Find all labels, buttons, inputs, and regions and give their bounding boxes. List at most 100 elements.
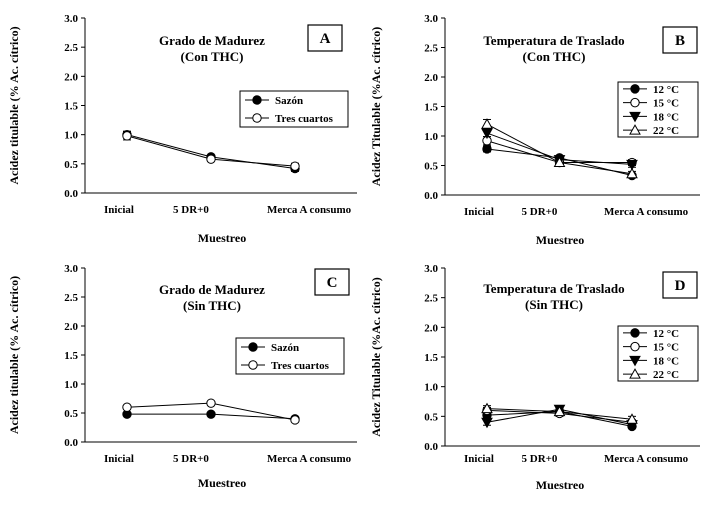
data-point bbox=[290, 161, 300, 171]
y-axis-label: Acidez Titulable (%Ac. cítrico) bbox=[369, 27, 383, 187]
legend-marker bbox=[630, 97, 640, 108]
data-point bbox=[206, 398, 216, 408]
x-category-label: Merca A consumo bbox=[604, 206, 689, 218]
legend-label: Tres cuartos bbox=[275, 113, 334, 125]
y-tick-label: 0.0 bbox=[64, 188, 78, 200]
y-tick-label: 0.5 bbox=[424, 161, 438, 173]
data-point bbox=[481, 417, 493, 429]
series-1 bbox=[122, 398, 300, 425]
series-0 bbox=[122, 409, 300, 424]
chart-subtitle: (Sin THC) bbox=[183, 298, 241, 313]
chart-subtitle: (Con THC) bbox=[181, 49, 244, 64]
y-tick-label: 1.5 bbox=[64, 350, 78, 362]
panel-label: B bbox=[675, 33, 685, 49]
series-0 bbox=[122, 129, 300, 174]
y-tick-label: 2.5 bbox=[64, 292, 78, 304]
data-point bbox=[290, 415, 300, 425]
chart-title: Grado de Madurez bbox=[159, 282, 265, 297]
y-tick-label: 1.5 bbox=[424, 102, 438, 114]
data-point bbox=[626, 413, 638, 424]
y-tick-label: 0.0 bbox=[64, 437, 78, 449]
legend-label: Sazón bbox=[275, 95, 303, 107]
data-point bbox=[553, 405, 566, 417]
y-tick-label: 2.0 bbox=[424, 72, 438, 84]
panel-label-box bbox=[314, 268, 350, 296]
y-tick-label: 2.0 bbox=[64, 321, 78, 333]
legend-label: 18 °C bbox=[653, 355, 679, 367]
y-tick-label: 0.5 bbox=[64, 159, 78, 171]
y-tick-label: 2.5 bbox=[424, 293, 438, 305]
x-axis-label: Muestreo bbox=[198, 231, 246, 245]
legend-marker bbox=[630, 341, 640, 352]
legend-marker bbox=[629, 124, 641, 135]
y-tick-label: 0.0 bbox=[424, 441, 438, 453]
legend: Sazón Tres cuartos bbox=[239, 90, 349, 128]
chart-subtitle: (Sin THC) bbox=[525, 297, 583, 312]
legend-marker bbox=[629, 355, 641, 367]
data-point bbox=[482, 144, 492, 154]
legend-label: Tres cuartos bbox=[271, 360, 330, 372]
y-tick-label: 1.5 bbox=[64, 101, 78, 113]
panel-d: 0.0 0.5 1.0 1.5 2.0 2.5 3.0 Inicial 5 DR+0 Merca … bbox=[369, 263, 700, 492]
y-tick-label: 2.0 bbox=[64, 71, 78, 83]
y-tick-label: 1.0 bbox=[64, 130, 78, 142]
y-tick-label: 1.0 bbox=[64, 379, 78, 391]
legend-label: 15 °C bbox=[653, 342, 679, 354]
panel-label: C bbox=[327, 275, 338, 291]
x-category-label: Inicial bbox=[104, 453, 134, 465]
data-point bbox=[553, 156, 566, 168]
x-category-label: Inicial bbox=[464, 453, 494, 465]
legend-label: Sazón bbox=[271, 342, 299, 354]
panel-label: D bbox=[675, 278, 686, 294]
legend-label: 22 °C bbox=[653, 369, 679, 381]
y-tick-label: 0.5 bbox=[424, 411, 438, 423]
data-point bbox=[626, 167, 638, 179]
data-point bbox=[206, 409, 216, 419]
panel-label-box bbox=[662, 271, 698, 299]
chart-title: Grado de Madurez bbox=[159, 33, 265, 48]
series-3 bbox=[481, 118, 638, 179]
chart-subtitle: (Con THC) bbox=[523, 49, 586, 64]
y-axis-label: Acidez titulable (% Ac. cítrico) bbox=[7, 26, 21, 184]
chart-title: Temperatura de Traslado bbox=[483, 33, 624, 48]
legend: 12 °C 15 °C18 °C 22 °C bbox=[617, 325, 699, 382]
legend-marker bbox=[630, 328, 640, 338]
legend: Sazón Tres cuartos bbox=[235, 337, 345, 375]
x-category-label: Merca A consumo bbox=[267, 453, 352, 465]
x-category-label: Merca A consumo bbox=[604, 453, 689, 465]
y-tick-label: 0.0 bbox=[424, 190, 438, 202]
y-tick-label: 2.0 bbox=[424, 322, 438, 334]
y-tick-label: 2.5 bbox=[424, 43, 438, 55]
data-point bbox=[626, 159, 638, 171]
y-tick-label: 0.5 bbox=[64, 408, 78, 420]
panel-c: 0.0 0.5 1.0 1.5 2.0 2.5 3.0 Inicial 5 DR+0 Merca … bbox=[7, 263, 357, 490]
panel-label: A bbox=[320, 31, 331, 47]
y-axis-label: Acidez titulable (% Ac. cítrico) bbox=[7, 276, 21, 434]
chart-title: Temperatura de Traslado bbox=[483, 281, 624, 296]
data-point bbox=[481, 118, 493, 129]
y-tick-label: 1.0 bbox=[424, 382, 438, 394]
panel-label-box bbox=[662, 26, 698, 54]
y-tick-label: 1.0 bbox=[424, 131, 438, 143]
data-point bbox=[122, 131, 132, 141]
legend-marker bbox=[630, 84, 640, 94]
legend-marker bbox=[252, 95, 262, 105]
panel-label-box bbox=[307, 24, 343, 52]
x-category-label: 5 DR+0 bbox=[173, 204, 209, 216]
x-axis-label: Muestreo bbox=[536, 478, 584, 492]
legend-label: 12 °C bbox=[653, 84, 679, 96]
panel-a: 0.0 0.5 1.0 1.5 2.0 2.5 3.0 Inicial 5 DR+0 Merca … bbox=[7, 13, 357, 245]
legend-marker bbox=[629, 111, 641, 123]
x-category-label: Inicial bbox=[464, 206, 494, 218]
data-point bbox=[206, 154, 216, 164]
legend-marker bbox=[248, 342, 258, 352]
y-tick-label: 3.0 bbox=[424, 263, 438, 275]
x-category-label: 5 DR+0 bbox=[522, 206, 558, 218]
y-tick-label: 3.0 bbox=[64, 13, 78, 25]
x-axis-label: Muestreo bbox=[536, 233, 584, 247]
x-axis-label: Muestreo bbox=[198, 476, 246, 490]
y-axis-label: Acidez Titulable (%Ac. cítrico) bbox=[369, 277, 383, 437]
series-1 bbox=[122, 131, 300, 171]
legend-label: 15 °C bbox=[653, 98, 679, 110]
legend-label: 12 °C bbox=[653, 328, 679, 340]
